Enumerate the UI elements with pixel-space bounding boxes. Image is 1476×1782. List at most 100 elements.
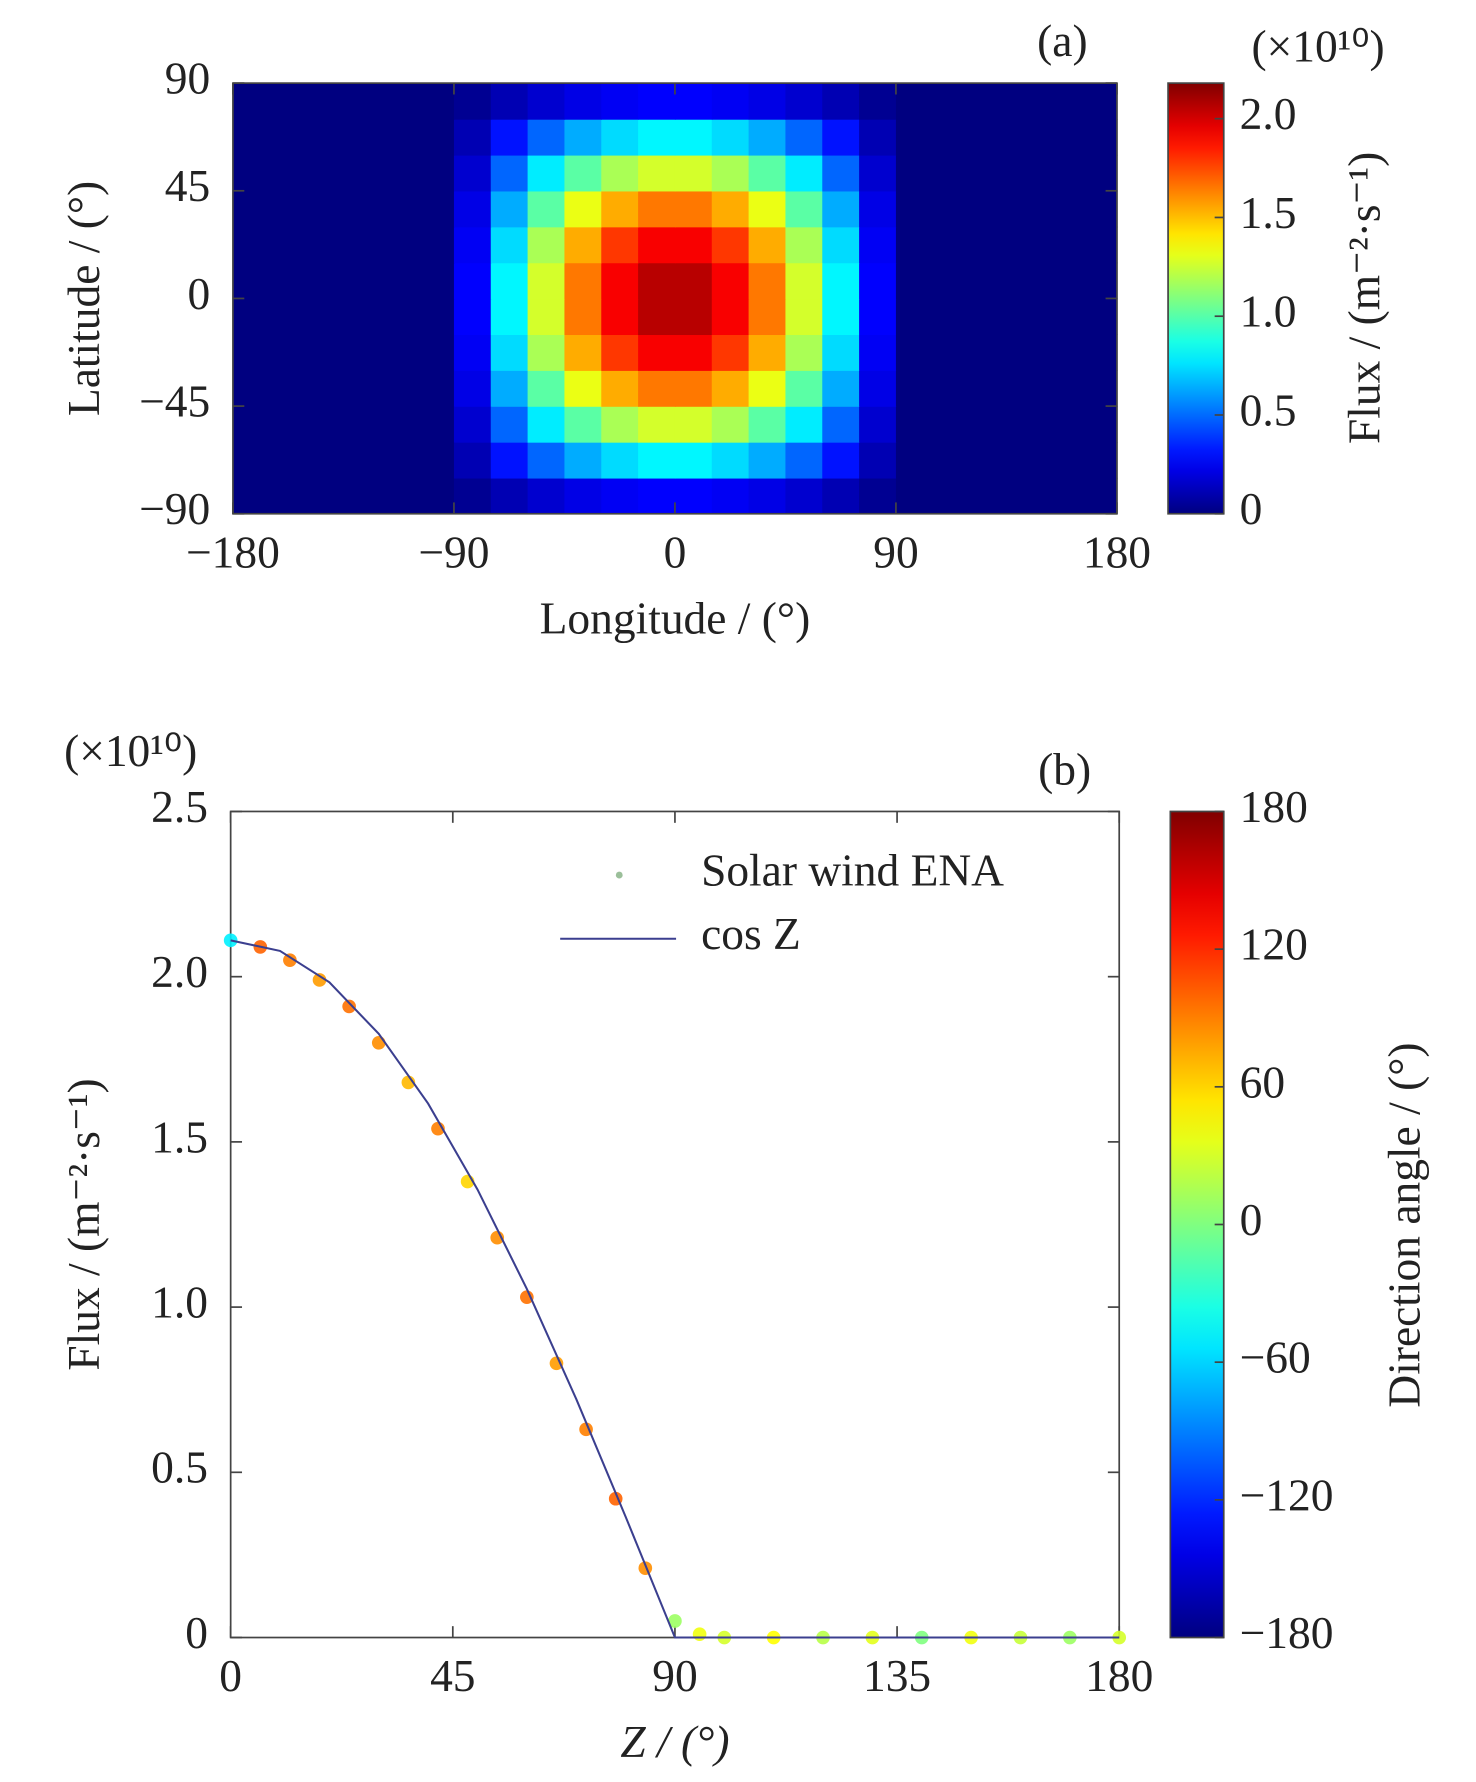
heatmap-cell [490, 441, 529, 479]
heatmap-cell [822, 406, 860, 443]
heatmap-cell [601, 154, 639, 192]
heatmap-cell [748, 83, 787, 120]
heatmap-cell [748, 262, 787, 300]
heatmap-cell [748, 477, 787, 515]
heatmap-cell [306, 406, 345, 443]
heatmap-cell [453, 334, 492, 371]
scatter-point [520, 1290, 534, 1305]
heatmap-cell [564, 370, 602, 407]
x-tick-label: 90 [873, 526, 918, 577]
heatmap-cell [895, 370, 934, 407]
y-tick-label: 90 [165, 53, 210, 104]
heatmap-cell [1080, 154, 1118, 192]
heatmap-cell [417, 441, 455, 479]
heatmap-cell [232, 298, 271, 336]
heatmap-cell [1043, 298, 1081, 336]
heatmap-cell [564, 441, 602, 479]
cos-line [230, 939, 1120, 1639]
heatmap-cell [601, 119, 639, 156]
heatmap-cell [564, 334, 602, 371]
heatmap-cell [232, 83, 271, 120]
y-tick-label: −90 [139, 483, 210, 534]
y-tick-label: 0 [187, 268, 210, 319]
heatmap-cell [895, 262, 934, 300]
heatmap-cell [343, 477, 381, 515]
heatmap-cell [1043, 334, 1081, 371]
heatmap-cell [932, 190, 971, 228]
heatmap-cell [638, 477, 676, 515]
heatmap-cell [674, 298, 713, 336]
heatmap-cell [932, 154, 971, 192]
scatter-point [371, 1035, 386, 1050]
heatmap-cell [932, 83, 971, 120]
heatmap-cell [969, 119, 1008, 156]
heatmap-cell [785, 406, 823, 443]
heatmap-cell [711, 370, 750, 407]
heatmap-cell [453, 226, 492, 264]
heatmap-cell [859, 441, 897, 479]
heatmap-cell [895, 441, 934, 479]
heatmap-cell [232, 441, 271, 479]
heatmap-cell [417, 190, 455, 228]
heatmap-cell [380, 154, 418, 192]
colorbar-tick-label: 0 [1240, 483, 1263, 534]
heatmap-cell [601, 406, 639, 443]
heatmap-cell [417, 370, 455, 407]
heatmap-cell [932, 334, 971, 371]
heatmap-cell [969, 406, 1008, 443]
heatmap-cell [1006, 441, 1044, 479]
colorbar-tick-label: −60 [1240, 1332, 1311, 1383]
heatmap-cell [932, 406, 971, 443]
heatmap-cell [527, 406, 566, 443]
scatter-point [549, 1356, 564, 1371]
heatmap-cell [638, 298, 676, 336]
heatmap-cell [490, 298, 529, 336]
heatmap-cell [453, 119, 492, 156]
legend-label: Solar wind ENA [701, 845, 1004, 896]
x-tick-label: −180 [186, 526, 280, 577]
heatmap-cell [859, 83, 897, 120]
heatmap-cell [1043, 119, 1081, 156]
heatmap-cell [380, 226, 418, 264]
colorbar-tick-label: 120 [1240, 919, 1308, 970]
heatmap-cell [1043, 154, 1081, 192]
heatmap-cell [785, 154, 823, 192]
heatmap-cell [822, 83, 860, 120]
heatmap-cell [564, 477, 602, 515]
heatmap-cell [711, 441, 750, 479]
heatmap-cell [895, 190, 934, 228]
heatmap-cell [564, 190, 602, 228]
heatmap-cell [453, 441, 492, 479]
panel-label: (b) [1038, 743, 1091, 794]
heatmap-cell [490, 406, 529, 443]
heatmap-cell [564, 119, 602, 156]
heatmap-cell [785, 83, 823, 120]
heatmap-cell [638, 119, 676, 156]
heatmap-cell [674, 83, 713, 120]
heatmap-cell [527, 262, 566, 300]
heatmap-cell [232, 370, 271, 407]
colorbar-tick-label: −120 [1240, 1469, 1334, 1520]
heatmap-cell [748, 226, 787, 264]
heatmap-cell [490, 334, 529, 371]
heatmap-cell [785, 262, 823, 300]
heatmap-cell [306, 477, 345, 515]
scatter-point [1112, 1630, 1127, 1645]
heatmap-cell [527, 477, 566, 515]
heatmap-cell [932, 477, 971, 515]
heatmap-cell [674, 441, 713, 479]
heatmap-cell [969, 370, 1008, 407]
heatmap-cell [711, 262, 750, 300]
heatmap-cell [306, 334, 345, 371]
heatmap-cell [638, 190, 676, 228]
heatmap-cell [527, 119, 566, 156]
x-tick-label: 135 [863, 1650, 931, 1701]
x-tick-label: −90 [418, 526, 489, 577]
heatmap-cell [1080, 190, 1118, 228]
heatmap-cell [859, 154, 897, 192]
heatmap-cell [748, 334, 787, 371]
heatmap-cell [859, 298, 897, 336]
heatmap-cell [1080, 119, 1118, 156]
heatmap-cell [232, 334, 271, 371]
heatmap-cell [711, 119, 750, 156]
